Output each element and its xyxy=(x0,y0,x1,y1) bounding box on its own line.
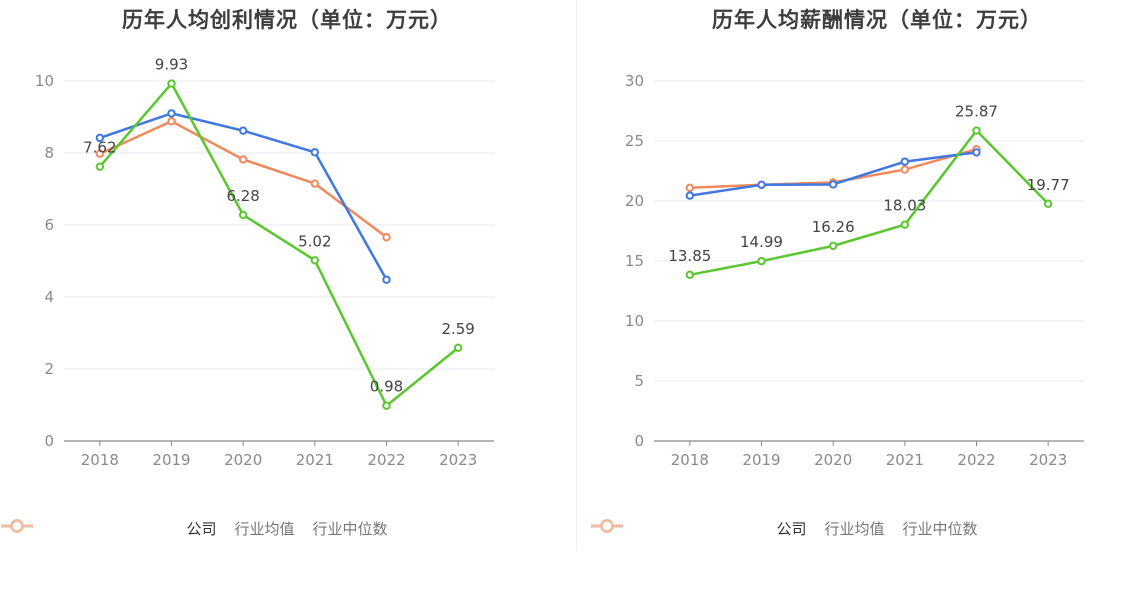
data-point-company xyxy=(382,401,391,410)
y-tick-label: 4 xyxy=(44,288,54,306)
data-point-industry-median xyxy=(238,155,248,164)
legend-item-industry-avg[interactable]: 行业均值 xyxy=(591,518,885,539)
data-point-industry-avg xyxy=(95,133,105,143)
y-tick-label: 6 xyxy=(44,216,54,234)
data-point-industry-median xyxy=(310,179,320,188)
data-label: 5.02 xyxy=(298,232,331,250)
y-tick-label: 8 xyxy=(44,144,54,162)
data-label: 7.62 xyxy=(83,139,116,157)
data-point-company xyxy=(310,256,320,265)
salary-chart-title: 历年人均薪酬情况（单位：万元） xyxy=(712,8,1042,32)
data-point-company xyxy=(453,343,463,352)
data-label: 2.59 xyxy=(441,320,474,338)
data-label: 25.87 xyxy=(955,103,998,121)
profit-chart-panel: 历年人均创利情况（单位：万元） 0 2 4 6 8 10 2018 2019 2020 2021 2… xyxy=(0,8,574,539)
series-line-industry-median xyxy=(99,120,388,239)
data-point-company xyxy=(972,126,981,135)
data-point-company xyxy=(1043,199,1053,208)
legend-item-industry-median[interactable]: 行业中位数 xyxy=(1,518,388,539)
series-line-industry-avg xyxy=(689,151,977,197)
series-line-company xyxy=(689,129,1050,277)
data-point-industry-avg xyxy=(382,275,391,284)
legend-item-company[interactable]: 公司 xyxy=(1,518,217,539)
legend-industry-avg-label: 行业均值 xyxy=(234,520,295,538)
data-label: 9.93 xyxy=(155,56,188,74)
data-point-industry-median xyxy=(382,233,391,242)
y-tick-label: 2 xyxy=(44,360,54,378)
x-tick-label: 2018 xyxy=(671,451,709,469)
x-tick-label: 2023 xyxy=(439,451,477,469)
data-point-industry-avg xyxy=(685,191,695,200)
profit-chart-legend: 公司 行业均值 行业中位数 xyxy=(0,518,574,539)
data-label: 0.98 xyxy=(370,378,403,396)
data-point-industry-avg xyxy=(757,180,766,190)
x-tick-label: 2020 xyxy=(814,451,852,469)
salary-chart-legend: 公司 行业均值 行业中位数 xyxy=(590,518,1148,539)
y-tick-label: 25 xyxy=(625,132,644,150)
y-tick-label: 30 xyxy=(625,72,644,90)
legend-industry-median-label: 行业中位数 xyxy=(902,520,978,538)
data-label: 19.77 xyxy=(1027,176,1070,194)
y-tick-label: 10 xyxy=(35,72,54,90)
data-point-company xyxy=(757,256,766,266)
data-point-industry-avg xyxy=(167,109,176,118)
x-tick-label: 2021 xyxy=(886,451,924,469)
salary-chart-svg: 0 5 10 15 20 25 30 2018 2019 2020 2021 2022 2023 13.8… xyxy=(625,72,1084,469)
legend-company-label: 公司 xyxy=(186,520,217,538)
data-point-company xyxy=(828,241,838,251)
y-tick-label: 0 xyxy=(634,432,644,450)
data-point-industry-avg xyxy=(972,148,981,157)
data-point-industry-avg xyxy=(238,126,248,135)
data-point-industry-avg xyxy=(900,157,910,166)
legend-item-industry-median[interactable]: 行业中位数 xyxy=(591,518,978,539)
data-label: 16.26 xyxy=(812,218,855,236)
data-point-company xyxy=(95,162,105,171)
y-tick-label: 15 xyxy=(625,252,644,270)
data-point-company xyxy=(685,270,695,279)
panel-divider xyxy=(576,0,577,550)
legend-industry-median-label: 行业中位数 xyxy=(312,520,388,538)
x-tick-label: 2021 xyxy=(296,451,334,469)
y-tick-label: 5 xyxy=(634,372,644,390)
x-tick-label: 2022 xyxy=(367,451,405,469)
x-tick-label: 2019 xyxy=(152,451,190,469)
y-tick-label: 20 xyxy=(625,192,644,210)
legend-company-label: 公司 xyxy=(776,520,807,538)
series-line-company xyxy=(98,82,459,407)
x-tick-label: 2018 xyxy=(81,451,119,469)
y-tick-label: 10 xyxy=(625,312,644,330)
x-tick-label: 2022 xyxy=(957,451,995,469)
legend-industry-median-icon xyxy=(591,519,623,533)
data-point-industry-avg xyxy=(828,180,838,189)
profit-chart-svg: 0 2 4 6 8 10 2018 2019 2020 2021 2022 2023 7.62 9.93 6… xyxy=(35,56,494,469)
data-point-company xyxy=(167,79,176,88)
data-label: 14.99 xyxy=(740,233,783,251)
legend-industry-median-icon xyxy=(1,519,33,533)
data-label: 6.28 xyxy=(226,187,259,205)
profit-chart-title: 历年人均创利情况（单位：万元） xyxy=(122,8,452,32)
data-point-industry-avg xyxy=(310,148,320,157)
x-tick-label: 2019 xyxy=(742,451,780,469)
legend-item-company[interactable]: 公司 xyxy=(591,518,807,539)
data-point-company xyxy=(238,210,248,220)
data-point-industry-median xyxy=(685,183,695,193)
data-label: 18.03 xyxy=(883,197,926,215)
y-tick-label: 0 xyxy=(44,432,54,450)
x-tick-label: 2020 xyxy=(224,451,262,469)
legend-industry-avg-label: 行业均值 xyxy=(824,520,885,538)
x-tick-label: 2023 xyxy=(1029,451,1067,469)
data-point-industry-median xyxy=(900,165,910,174)
data-label: 13.85 xyxy=(668,247,711,265)
salary-chart-panel: 历年人均薪酬情况（单位：万元） 0 5 10 15 20 25 30 2018 2019 2020… xyxy=(590,0,1148,589)
data-point-company xyxy=(900,220,910,229)
data-point-industry-median xyxy=(95,149,105,158)
data-point-industry-median xyxy=(167,117,176,126)
legend-item-industry-avg[interactable]: 行业均值 xyxy=(1,518,295,539)
